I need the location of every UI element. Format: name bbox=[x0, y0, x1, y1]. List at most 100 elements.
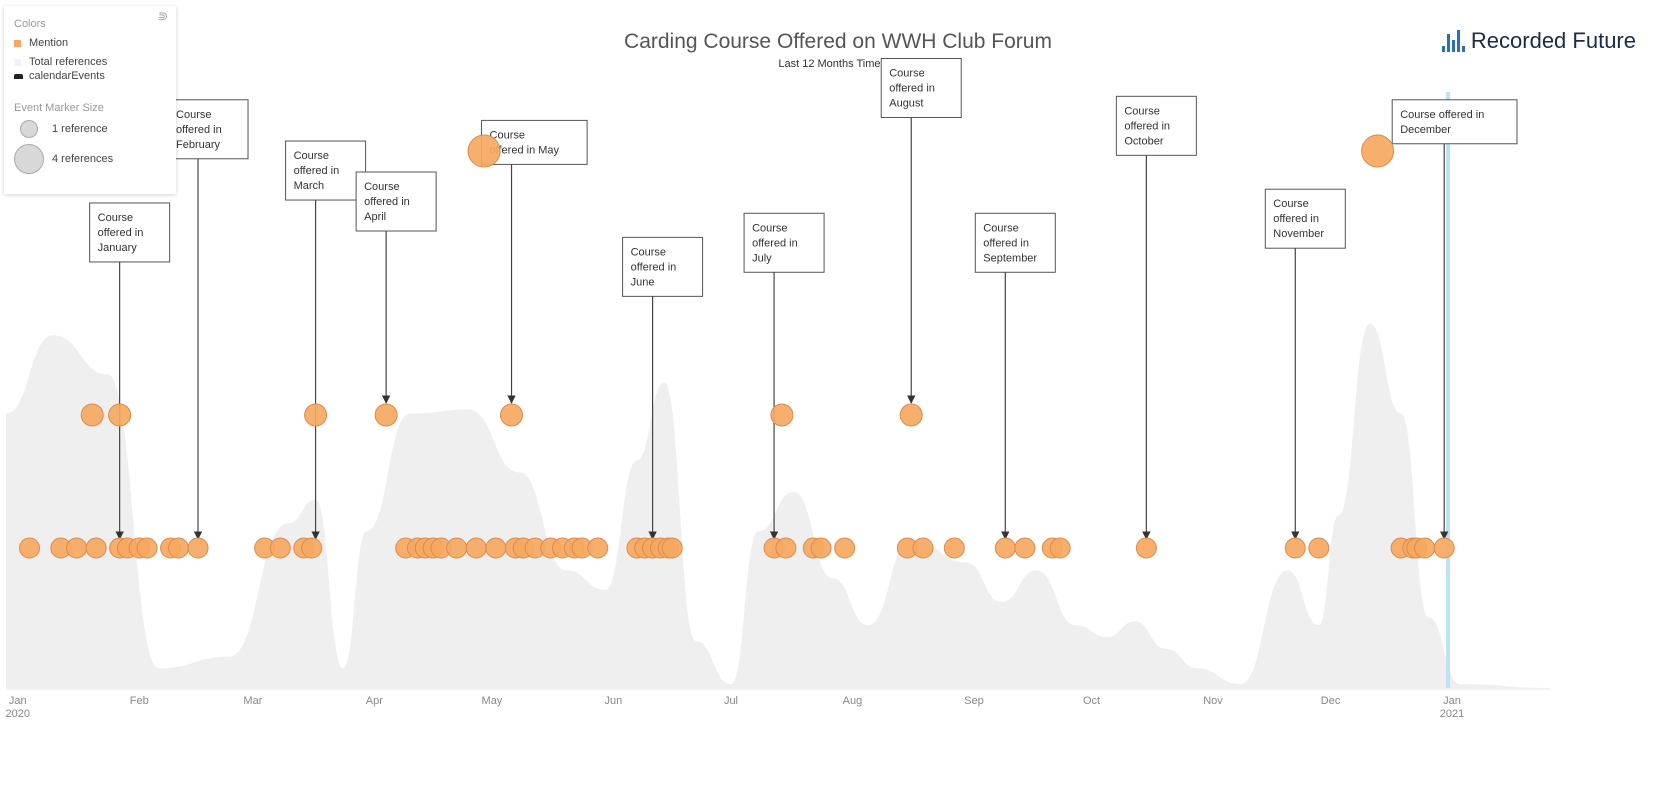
small-marker-icon bbox=[20, 120, 38, 138]
mention-point[interactable] bbox=[80, 403, 104, 427]
event-box[interactable] bbox=[89, 202, 171, 263]
event-box[interactable] bbox=[167, 99, 249, 160]
x-tick-label: Nov bbox=[1203, 695, 1223, 707]
event-label: Course bbox=[364, 181, 399, 193]
mention-point[interactable] bbox=[1049, 537, 1071, 559]
recorded-future-logo-icon bbox=[1441, 30, 1465, 52]
mention-point[interactable] bbox=[587, 537, 609, 559]
event-annotation[interactable]: Course offered in September bbox=[974, 212, 1056, 540]
mention-point[interactable] bbox=[167, 537, 189, 559]
event-label: June bbox=[631, 276, 655, 288]
event-label: Course offered in bbox=[1400, 109, 1484, 121]
mention-point[interactable] bbox=[304, 403, 328, 427]
event-annotation[interactable]: Course offered in January bbox=[89, 202, 171, 540]
event-annotation[interactable]: Course offered in March bbox=[285, 140, 367, 540]
x-tick-label: Jan bbox=[1443, 695, 1461, 707]
event-box[interactable] bbox=[743, 212, 825, 273]
event-annotation[interactable]: Course offered in February bbox=[167, 99, 249, 540]
mention-point[interactable] bbox=[187, 537, 209, 559]
mention-point[interactable] bbox=[465, 537, 487, 559]
mention-swatch-icon bbox=[14, 39, 21, 47]
x-tick-label: Oct bbox=[1083, 695, 1100, 707]
event-annotation[interactable]: Course offered in October bbox=[1115, 95, 1197, 540]
mention-point[interactable] bbox=[994, 537, 1016, 559]
mention-point[interactable] bbox=[19, 537, 41, 559]
event-label: offered in bbox=[1273, 213, 1319, 225]
event-annotation[interactable]: Course offered in November bbox=[1264, 188, 1346, 540]
event-label: Course bbox=[752, 222, 787, 234]
event-annotation[interactable]: Course offered in July bbox=[743, 212, 825, 540]
x-tick-label: Mar bbox=[243, 695, 262, 707]
event-annotation[interactable]: Course offered in April bbox=[355, 171, 437, 404]
mention-point[interactable] bbox=[66, 537, 88, 559]
calendar-events-icon bbox=[14, 73, 23, 79]
event-label: offered in bbox=[98, 227, 144, 239]
mention-point[interactable] bbox=[108, 403, 132, 427]
event-box[interactable] bbox=[285, 140, 367, 201]
event-label: Course bbox=[1273, 198, 1308, 210]
mention-point[interactable] bbox=[775, 537, 797, 559]
event-box[interactable] bbox=[1391, 99, 1518, 145]
event-label: offered in bbox=[176, 124, 222, 136]
mention-point[interactable] bbox=[467, 134, 501, 168]
mention-point[interactable] bbox=[943, 537, 965, 559]
event-label: March bbox=[294, 180, 325, 192]
mention-point[interactable] bbox=[500, 403, 524, 427]
mention-point[interactable] bbox=[661, 537, 683, 559]
mention-point[interactable] bbox=[810, 537, 832, 559]
total-references-area-layer bbox=[6, 323, 1550, 688]
event-label: offered in bbox=[364, 196, 410, 208]
mention-point[interactable] bbox=[1308, 537, 1330, 559]
mention-point[interactable] bbox=[1361, 134, 1395, 168]
event-label: Course bbox=[98, 212, 133, 224]
double-chevron-icon[interactable]: ⋑ bbox=[157, 9, 168, 23]
mention-point[interactable] bbox=[374, 403, 398, 427]
event-label: April bbox=[364, 211, 386, 223]
mention-point[interactable] bbox=[269, 537, 291, 559]
mention-point[interactable] bbox=[85, 537, 107, 559]
mention-point[interactable] bbox=[912, 537, 934, 559]
x-tick-label: Aug bbox=[843, 695, 863, 707]
event-box[interactable] bbox=[1115, 95, 1197, 156]
event-annotation[interactable]: Course offered in May bbox=[481, 119, 588, 404]
event-box[interactable] bbox=[880, 57, 962, 118]
event-box[interactable] bbox=[974, 212, 1056, 273]
legend-size-large: 4 references bbox=[14, 144, 113, 174]
mention-point[interactable] bbox=[1414, 537, 1436, 559]
total-swatch-icon bbox=[14, 58, 21, 66]
event-box[interactable] bbox=[1264, 188, 1346, 249]
event-label: Course bbox=[294, 150, 329, 162]
event-label: offered in bbox=[889, 82, 935, 94]
mention-point[interactable] bbox=[1135, 537, 1157, 559]
mention-point[interactable] bbox=[1014, 537, 1036, 559]
event-annotation[interactable]: Course offered in June bbox=[622, 236, 704, 540]
legend-mention-label: Mention bbox=[29, 37, 69, 49]
mention-point[interactable] bbox=[1433, 537, 1455, 559]
event-box[interactable] bbox=[355, 171, 437, 232]
large-marker-icon bbox=[14, 144, 44, 174]
legend-total[interactable]: Total references bbox=[14, 56, 107, 68]
mention-point[interactable] bbox=[770, 403, 794, 427]
brand-name: Recorded Future bbox=[1470, 28, 1636, 53]
event-label: February bbox=[176, 139, 221, 151]
mention-point[interactable] bbox=[485, 537, 507, 559]
event-label: Course bbox=[631, 246, 666, 258]
mention-point[interactable] bbox=[301, 537, 323, 559]
event-box[interactable] bbox=[622, 236, 704, 297]
legend-mention[interactable]: Mention bbox=[14, 37, 68, 49]
brand-logo: Recorded Future bbox=[1441, 28, 1636, 54]
mention-point[interactable] bbox=[834, 537, 856, 559]
event-annotation[interactable]: Course offered in August bbox=[880, 57, 962, 404]
event-annotation[interactable]: Course offered in December bbox=[1391, 99, 1518, 540]
mention-point[interactable] bbox=[136, 537, 158, 559]
mention-point[interactable] bbox=[446, 537, 468, 559]
event-label: Course bbox=[983, 222, 1018, 234]
legend-events[interactable]: calendarEvents bbox=[14, 70, 105, 82]
event-label: Course bbox=[1124, 105, 1159, 117]
mention-point[interactable] bbox=[1284, 537, 1306, 559]
mention-point[interactable] bbox=[899, 403, 923, 427]
mention-points-layer bbox=[19, 134, 1455, 559]
